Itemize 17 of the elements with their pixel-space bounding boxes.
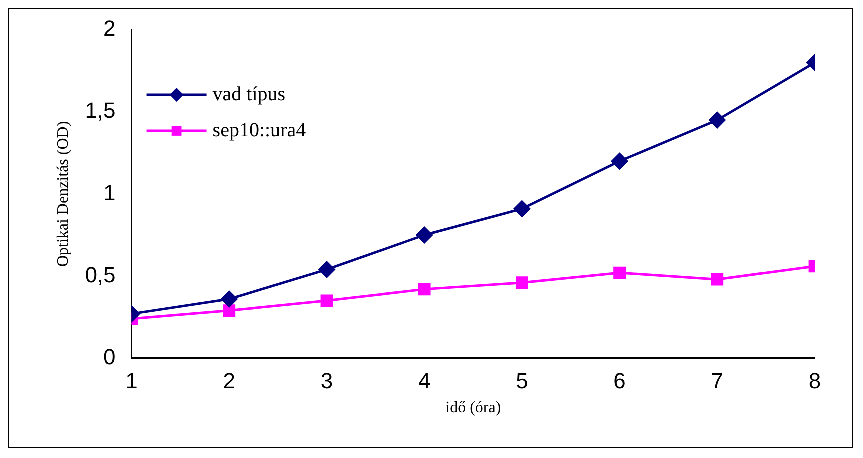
x-tick-label: 5 [516, 368, 528, 394]
legend-label: sep10::ura4 [212, 119, 306, 142]
x-tick-label: 2 [223, 368, 236, 394]
legend-label: vad típus [212, 83, 286, 106]
y-tick-label: 2 [104, 16, 116, 42]
x-tick-label: 1 [126, 368, 138, 394]
y-axis-title: Optikai Denzitás (OD) [54, 121, 72, 268]
y-tick-label: 1,5 [85, 98, 116, 124]
y-tick-label: 0,5 [85, 262, 116, 288]
x-tick-label: 3 [320, 368, 334, 394]
y-tick-label: 1 [104, 180, 116, 206]
x-axis-title: idő (óra) [446, 400, 502, 417]
x-tick-label: 4 [418, 368, 431, 394]
x-tick-label: 8 [808, 368, 822, 394]
x-tick-label: 7 [711, 368, 724, 394]
x-tick-label: 6 [614, 368, 626, 394]
y-tick-label: 0 [104, 344, 116, 370]
